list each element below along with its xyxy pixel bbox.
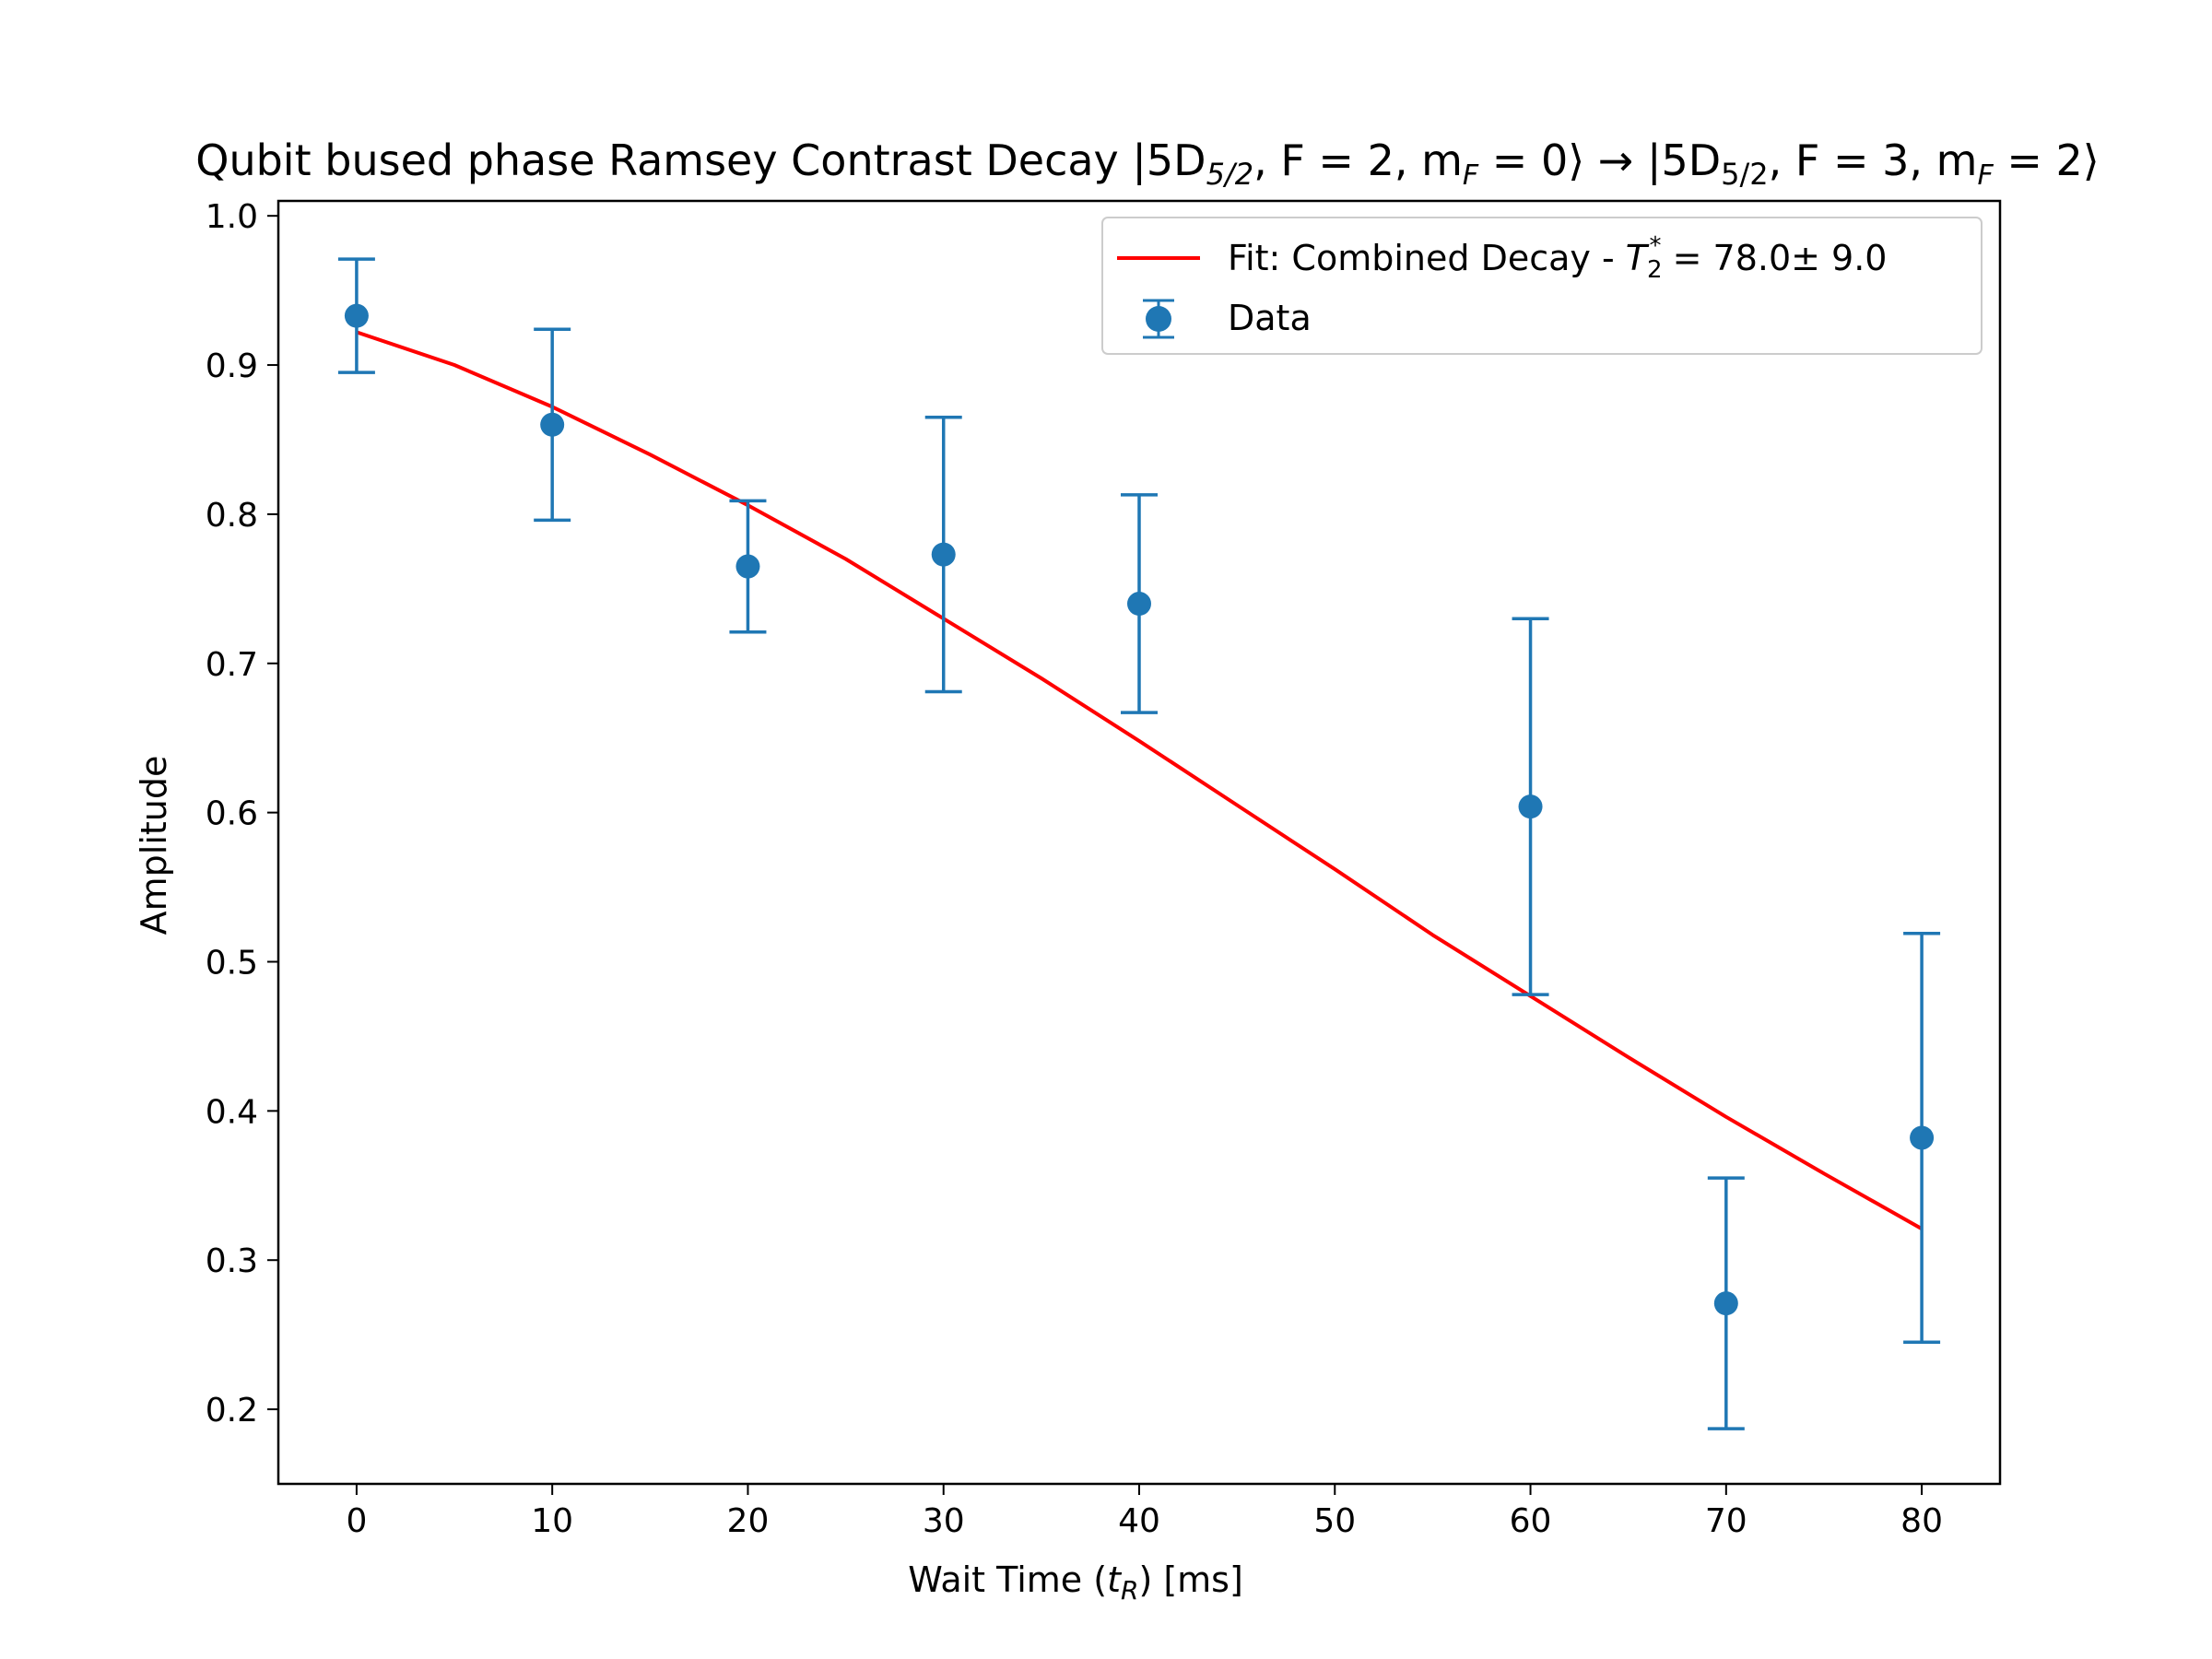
y-tick-label: 1.0	[206, 198, 258, 236]
data-point-0	[337, 257, 375, 374]
axes: 0 10 20 30 40 50 60 70 80 0.2 0.3 0.4 0.5 0.6 0.7 0.8 0.…	[206, 198, 2002, 1540]
chart-title: Qubit bused phase Ramsey Contrast Decay …	[195, 135, 2099, 192]
data-point-2	[729, 499, 767, 634]
data-point-7	[1903, 931, 1941, 1344]
y-tick-label: 0.8	[206, 497, 258, 535]
y-tick-label: 0.7	[206, 646, 258, 684]
legend-data-swatch	[1143, 299, 1174, 339]
data-point-1	[534, 327, 571, 523]
data-marker	[1910, 1125, 1935, 1150]
y-tick-label: 0.6	[206, 795, 258, 833]
data-marker	[1518, 794, 1543, 819]
x-tick-label: 0	[346, 1502, 367, 1540]
data-marker	[1713, 1291, 1738, 1316]
x-tick-label: 40	[1118, 1502, 1160, 1540]
data-marker	[931, 542, 956, 567]
plot-area	[337, 257, 1941, 1430]
y-tick-label: 0.9	[206, 347, 258, 385]
data-point-3	[924, 415, 962, 694]
x-tick-label: 50	[1313, 1502, 1356, 1540]
x-tick-label: 30	[923, 1502, 965, 1540]
data-point-4	[1121, 493, 1158, 714]
legend-frame	[1101, 217, 1983, 355]
x-tick-label: 70	[1705, 1502, 1747, 1540]
x-tick-label: 10	[531, 1502, 573, 1540]
y-tick-label: 0.4	[206, 1093, 258, 1131]
y-axis-label: Amplitude	[134, 756, 174, 935]
data-point-6	[1707, 1176, 1745, 1430]
y-tick-label: 0.5	[206, 944, 258, 982]
data-point-5	[1512, 617, 1549, 996]
y-tick-label: 0.3	[206, 1242, 258, 1280]
fit-line	[356, 330, 1924, 1230]
y-tick-label: 0.2	[206, 1392, 258, 1430]
data-marker	[540, 412, 565, 437]
data-marker	[735, 554, 760, 579]
x-tick-label: 60	[1510, 1502, 1552, 1540]
data-marker	[1127, 592, 1151, 617]
x-tick-label: 20	[727, 1502, 770, 1540]
legend-data-label: Data	[1228, 298, 1312, 338]
data-marker	[344, 303, 369, 328]
legend: Fit: Combined Decay - T2* = 78.0± 9.0 Da…	[1101, 217, 1983, 355]
x-tick-label: 80	[1900, 1502, 1943, 1540]
legend-fit-label: Fit: Combined Decay - T2* = 78.0± 9.0	[1228, 232, 1887, 284]
x-axis-label: Wait Time (tR) [ms]	[908, 1559, 1243, 1606]
